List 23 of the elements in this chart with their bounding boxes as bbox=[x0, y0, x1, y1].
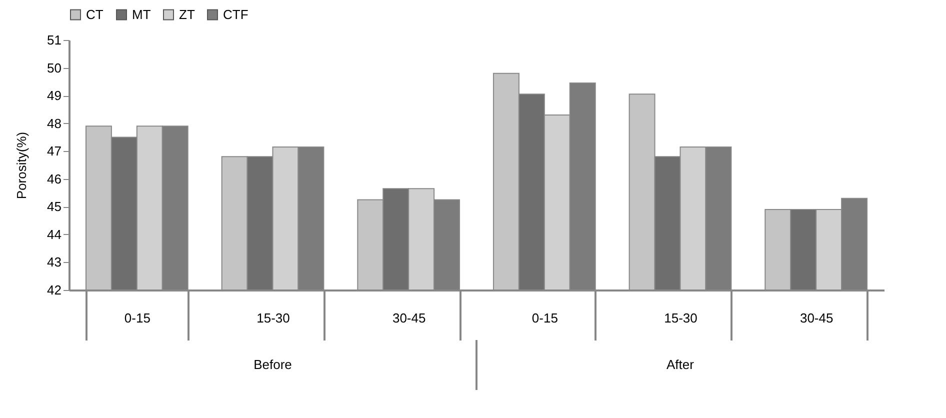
y-tick-label: 49 bbox=[47, 88, 62, 104]
y-tick-label: 42 bbox=[47, 282, 62, 298]
y-tick-label: 47 bbox=[47, 144, 62, 159]
y-tick-label: 44 bbox=[47, 226, 62, 242]
x-tick-label: 15-30 bbox=[256, 310, 290, 326]
y-tick-label: 45 bbox=[47, 199, 62, 214]
y-tick-label: 46 bbox=[47, 171, 62, 186]
x-tick-label: 0-15 bbox=[124, 310, 150, 326]
x-tick-label: 15-30 bbox=[664, 310, 698, 326]
legend-label: CT bbox=[86, 6, 104, 22]
y-tick-label: 48 bbox=[47, 116, 62, 131]
y-tick-label: 51 bbox=[47, 32, 62, 48]
text: After bbox=[666, 357, 695, 372]
x-tick-label: 30-45 bbox=[392, 310, 426, 326]
legend-label: MT bbox=[132, 6, 151, 22]
legend-label: CTF bbox=[223, 6, 248, 22]
legend-label: ZT bbox=[179, 6, 195, 22]
y-tick-label: 43 bbox=[47, 254, 62, 270]
x-tick-label: 0-15 bbox=[532, 310, 558, 326]
y-tick-label: 50 bbox=[47, 60, 62, 76]
y-axis-title: Porosity(%) bbox=[14, 132, 30, 200]
x-tick-label: 30-45 bbox=[800, 310, 834, 326]
text: Before bbox=[254, 357, 292, 372]
